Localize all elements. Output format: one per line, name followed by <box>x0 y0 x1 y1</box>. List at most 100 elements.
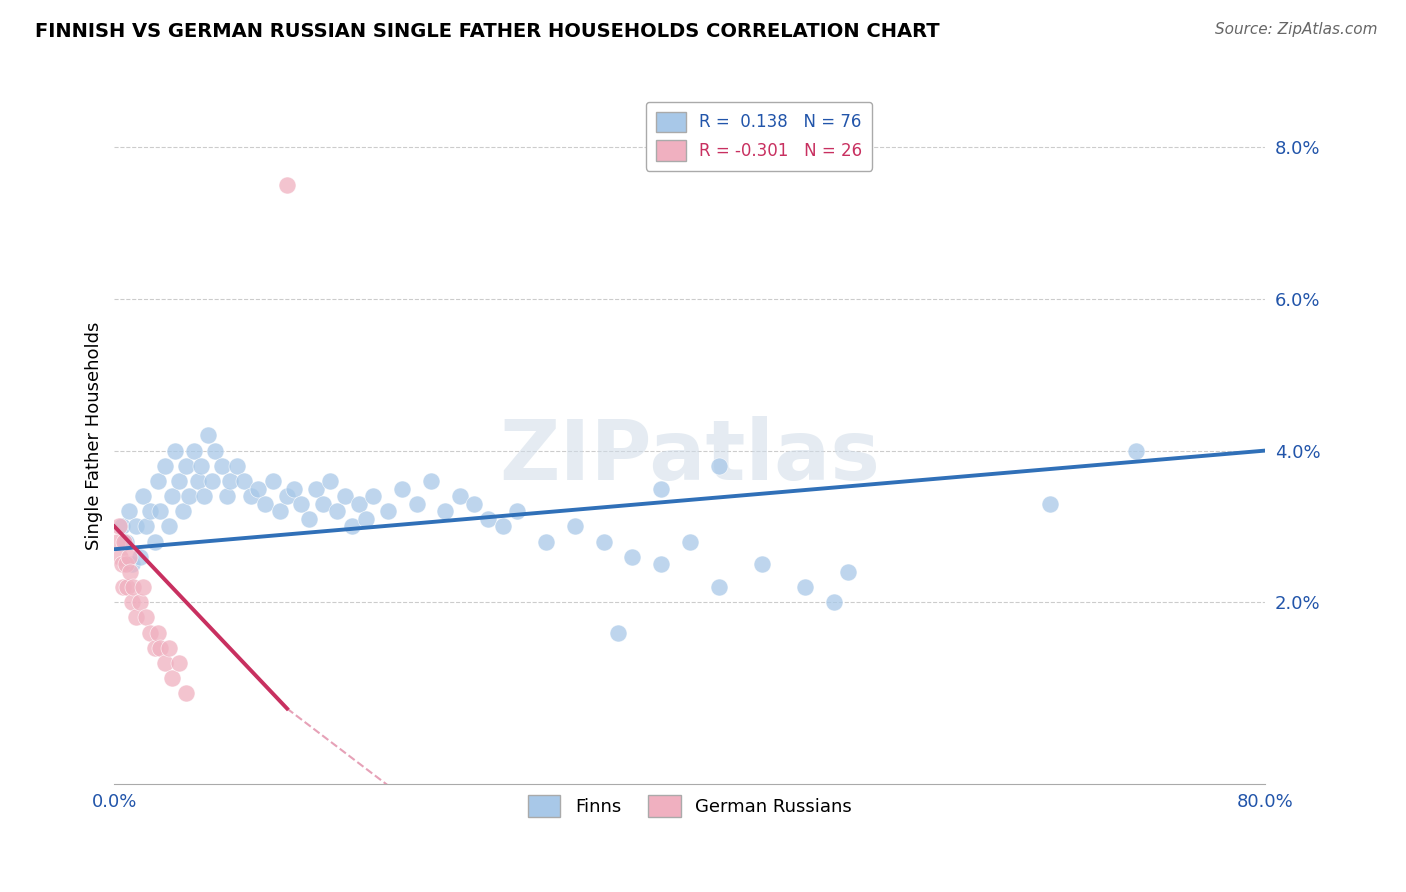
Point <box>434 504 457 518</box>
Y-axis label: Single Father Households: Single Father Households <box>86 321 103 549</box>
Point <box>707 580 730 594</box>
Point <box>405 497 427 511</box>
Point <box>650 482 672 496</box>
Point <box>115 558 138 572</box>
Point <box>143 640 166 655</box>
Point <box>823 595 845 609</box>
Point <box>167 656 190 670</box>
Point <box>197 428 219 442</box>
Point <box>121 595 143 609</box>
Text: ZIPatlas: ZIPatlas <box>499 416 880 497</box>
Point <box>146 625 169 640</box>
Point <box>110 558 132 572</box>
Point <box>108 549 131 564</box>
Point <box>118 549 141 564</box>
Point <box>592 534 614 549</box>
Point <box>283 482 305 496</box>
Point <box>650 558 672 572</box>
Point <box>679 534 702 549</box>
Point <box>534 534 557 549</box>
Point <box>326 504 349 518</box>
Point <box>129 595 152 609</box>
Point <box>477 512 499 526</box>
Point <box>340 519 363 533</box>
Point <box>319 474 342 488</box>
Point <box>132 580 155 594</box>
Point <box>312 497 335 511</box>
Point <box>247 482 270 496</box>
Point <box>463 497 485 511</box>
Point <box>333 489 356 503</box>
Point <box>347 497 370 511</box>
Point <box>160 671 183 685</box>
Point <box>117 580 139 594</box>
Point <box>129 549 152 564</box>
Point <box>190 458 212 473</box>
Point <box>121 558 143 572</box>
Point <box>122 580 145 594</box>
Point <box>1038 497 1060 511</box>
Point <box>1125 443 1147 458</box>
Point <box>183 443 205 458</box>
Point <box>167 474 190 488</box>
Point <box>179 489 201 503</box>
Point <box>125 610 148 624</box>
Point <box>153 458 176 473</box>
Point <box>135 519 157 533</box>
Point <box>146 474 169 488</box>
Point <box>204 443 226 458</box>
Point <box>298 512 321 526</box>
Point <box>157 519 180 533</box>
Legend: Finns, German Russians: Finns, German Russians <box>520 788 859 824</box>
Text: Source: ZipAtlas.com: Source: ZipAtlas.com <box>1215 22 1378 37</box>
Point <box>193 489 215 503</box>
Point <box>240 489 263 503</box>
Point <box>419 474 441 488</box>
Point <box>225 458 247 473</box>
Point <box>492 519 515 533</box>
Point <box>160 489 183 503</box>
Point <box>143 534 166 549</box>
Point <box>176 458 198 473</box>
Point <box>201 474 224 488</box>
Point <box>305 482 328 496</box>
Point <box>837 565 859 579</box>
Point <box>794 580 817 594</box>
Point <box>449 489 471 503</box>
Point <box>254 497 277 511</box>
Point <box>232 474 254 488</box>
Point <box>187 474 209 488</box>
Point <box>118 504 141 518</box>
Point <box>707 458 730 473</box>
Point <box>377 504 399 518</box>
Point <box>211 458 233 473</box>
Point <box>751 558 773 572</box>
Point <box>176 686 198 700</box>
Point <box>125 519 148 533</box>
Point <box>607 625 630 640</box>
Point <box>110 519 132 533</box>
Point <box>276 178 298 192</box>
Point <box>290 497 312 511</box>
Point <box>163 443 186 458</box>
Point <box>107 519 129 533</box>
Point <box>120 565 142 579</box>
Point <box>262 474 284 488</box>
Point <box>135 610 157 624</box>
Point <box>506 504 529 518</box>
Point <box>132 489 155 503</box>
Point <box>564 519 586 533</box>
Point <box>139 625 162 640</box>
Point <box>105 534 128 549</box>
Point <box>149 640 172 655</box>
Point <box>269 504 291 518</box>
Point <box>354 512 377 526</box>
Text: FINNISH VS GERMAN RUSSIAN SINGLE FATHER HOUSEHOLDS CORRELATION CHART: FINNISH VS GERMAN RUSSIAN SINGLE FATHER … <box>35 22 939 41</box>
Point <box>112 580 135 594</box>
Point <box>172 504 194 518</box>
Point <box>114 534 136 549</box>
Point <box>363 489 385 503</box>
Point <box>115 534 138 549</box>
Point <box>153 656 176 670</box>
Point <box>218 474 240 488</box>
